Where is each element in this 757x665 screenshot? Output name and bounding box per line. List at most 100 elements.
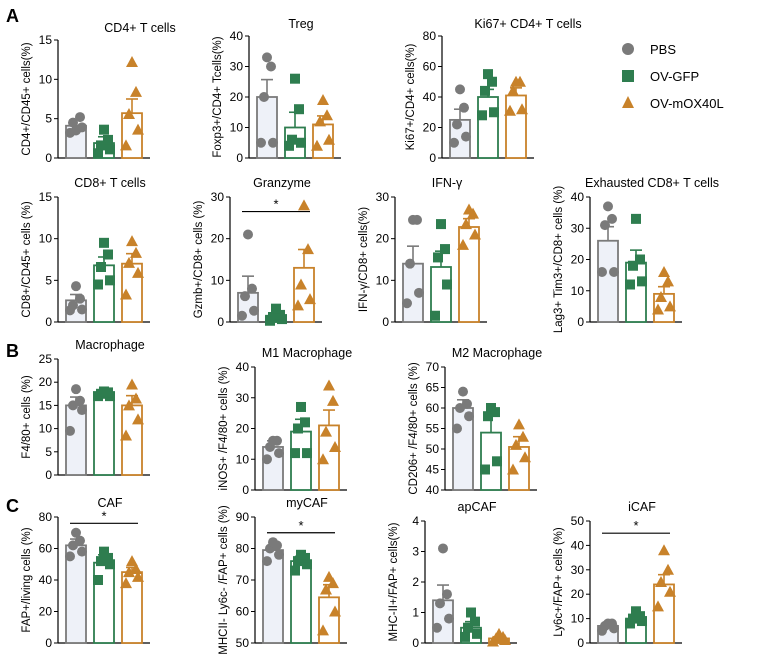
data-point: [664, 585, 676, 597]
data-point: [237, 310, 247, 321]
data-point: [504, 104, 516, 116]
bar-ov-gfp: [290, 430, 312, 491]
data-point: [323, 133, 335, 145]
data-point: [464, 411, 474, 422]
y-tick-label: 0: [242, 483, 249, 497]
data-point: [105, 559, 115, 570]
data-point: [314, 115, 326, 127]
bar-ov-gfp: [93, 392, 115, 476]
data-point: [290, 73, 300, 84]
data-point: [607, 213, 617, 224]
chart-apcaf: 0 1 2 3 4 apCAF MHC-II+/FAP+ cells(%): [388, 500, 517, 650]
chart-title: IFN-γ: [432, 176, 463, 190]
chart-title: CD8+ T cells: [74, 176, 145, 190]
bar-ov-gfp: [625, 261, 647, 323]
data-point: [68, 540, 78, 551]
data-point: [71, 384, 81, 395]
legend-marker-ov-mox40l: [622, 96, 634, 108]
bar-pbs: [256, 96, 278, 159]
data-point: [287, 134, 297, 145]
data-point: [103, 552, 113, 563]
data-point: [600, 220, 610, 231]
y-tick-label: 70: [426, 360, 440, 374]
data-point: [452, 423, 462, 434]
data-point: [329, 440, 341, 452]
data-point: [130, 392, 142, 404]
y-tick-label: 20: [571, 587, 585, 601]
data-point: [259, 92, 269, 102]
data-point: [105, 144, 115, 155]
data-point: [302, 243, 314, 255]
data-point: [71, 527, 81, 538]
y-tick-label: 50: [236, 636, 250, 650]
data-point: [460, 631, 470, 642]
data-point: [470, 616, 480, 627]
y-tick-label: 45: [426, 463, 440, 477]
data-point: [262, 52, 272, 63]
data-point: [132, 266, 144, 278]
data-point: [466, 607, 476, 618]
data-point: [243, 229, 253, 240]
data-point: [320, 425, 332, 437]
y-tick-label: 60: [39, 542, 53, 556]
data-point: [293, 556, 303, 567]
y-axis-label: FAP+/living cells (%): [21, 527, 33, 632]
data-point: [96, 556, 106, 567]
data-point: [274, 448, 284, 459]
data-point: [274, 549, 284, 560]
data-point: [275, 309, 285, 320]
data-point: [320, 583, 332, 595]
y-tick-label: 10: [571, 612, 585, 626]
data-point: [77, 405, 87, 416]
data-point: [77, 304, 87, 315]
y-tick-label: 0: [577, 315, 584, 329]
y-tick-label: 10: [39, 72, 53, 86]
data-point: [652, 600, 664, 612]
data-point: [247, 283, 257, 294]
data-point: [432, 622, 442, 633]
data-point: [519, 451, 531, 463]
y-tick-label: 0: [45, 468, 52, 482]
y-axis-label: MHC-II+/FAP+ cells(%): [388, 522, 400, 641]
data-point: [597, 267, 607, 277]
data-point: [123, 566, 135, 578]
data-point: [483, 69, 493, 80]
data-point: [507, 463, 519, 475]
data-point: [290, 565, 300, 576]
data-point: [126, 378, 138, 390]
y-tick-label: 0: [45, 315, 52, 329]
data-point: [631, 213, 641, 224]
data-point: [77, 546, 87, 557]
y-tick-label: 0: [45, 636, 52, 650]
data-point: [603, 618, 613, 629]
chart-title: M1 Macrophage: [262, 346, 352, 360]
chart-m2: 40 45 50 55 60 65 70 M2 Macrophage CD206+ /F4/80…: [408, 346, 542, 497]
data-point: [99, 237, 109, 248]
data-point: [271, 303, 281, 314]
y-tick-label: 0: [217, 315, 224, 329]
y-tick-label: 30: [571, 563, 585, 577]
data-point: [655, 576, 667, 587]
data-point: [459, 102, 469, 113]
y-tick-label: 20: [211, 232, 225, 246]
y-tick-label: 5: [45, 445, 52, 459]
data-point: [75, 395, 85, 406]
y-tick-label: 60: [423, 60, 437, 74]
data-point: [458, 386, 468, 397]
bar-ov-mox40l: [505, 94, 527, 159]
legend-marker-pbs: [622, 43, 634, 55]
y-tick-label: 40: [571, 190, 585, 204]
y-tick-label: 20: [376, 232, 390, 246]
y-axis-label: Ly6c+/FAP+ cells (%): [553, 527, 565, 637]
y-tick-label: 40: [426, 483, 440, 497]
data-point: [658, 266, 670, 277]
data-point: [296, 137, 306, 148]
chart-title: CD4+ T cells: [104, 21, 175, 35]
y-axis-label: Gzmb+/CD8+ cells (%): [193, 201, 205, 319]
data-point: [327, 394, 339, 406]
y-tick-label: 10: [39, 232, 53, 246]
data-point: [662, 563, 674, 575]
y-axis-label: Ki67+/CD4+ cells(%): [405, 43, 417, 150]
y-tick-label: 20: [39, 605, 53, 619]
